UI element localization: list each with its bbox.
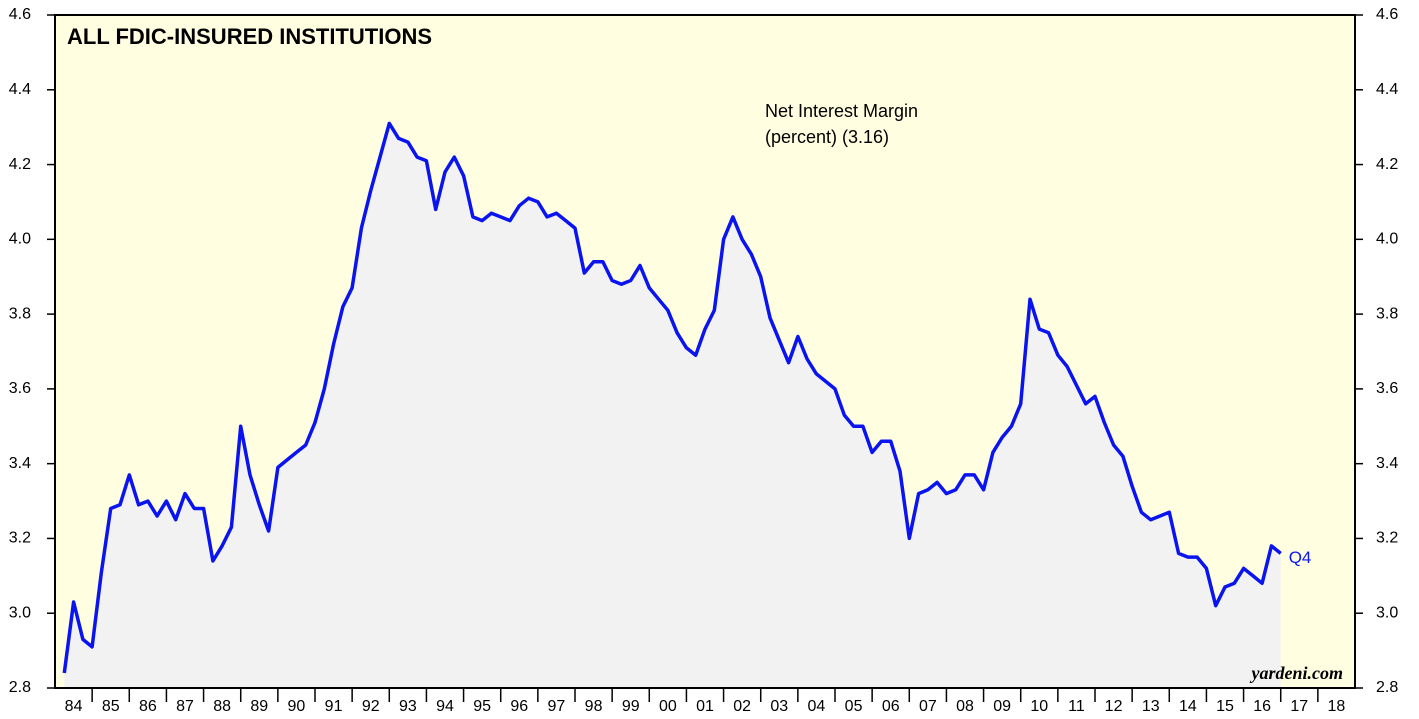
area bbox=[64, 123, 1281, 688]
end-label: Q4 bbox=[1289, 548, 1312, 567]
x-tick-label: 04 bbox=[808, 698, 826, 715]
y2-tick-label: 4.0 bbox=[1376, 231, 1398, 248]
y-tick-label: 3.6 bbox=[9, 380, 31, 397]
x-tick-label: 05 bbox=[845, 698, 863, 715]
x-tick-label: 13 bbox=[1142, 698, 1160, 715]
y2-tick-label: 4.2 bbox=[1376, 156, 1398, 173]
x-tick-label: 12 bbox=[1105, 698, 1123, 715]
x-tick-label: 96 bbox=[510, 698, 528, 715]
x-tick-label: 84 bbox=[65, 698, 83, 715]
y2-tick-label: 3.8 bbox=[1376, 305, 1398, 322]
x-tick-label: 90 bbox=[288, 698, 306, 715]
x-tick-label: 09 bbox=[993, 698, 1011, 715]
y-tick-label: 4.4 bbox=[9, 81, 31, 98]
x-tick-label: 16 bbox=[1253, 698, 1271, 715]
x-tick-label: 89 bbox=[250, 698, 268, 715]
y2-tick-label: 3.2 bbox=[1376, 530, 1398, 547]
y-tick-label: 4.6 bbox=[9, 6, 31, 23]
x-tick-label: 15 bbox=[1216, 698, 1234, 715]
x-tick-label: 17 bbox=[1290, 698, 1308, 715]
x-tick-label: 10 bbox=[1030, 698, 1048, 715]
x-tick-label: 18 bbox=[1328, 698, 1346, 715]
y-tick-label: 3.4 bbox=[9, 455, 31, 472]
x-tick-label: 03 bbox=[770, 698, 788, 715]
x-tick-label: 07 bbox=[919, 698, 937, 715]
y-tick-label: 3.0 bbox=[9, 604, 31, 621]
x-tick-label: 95 bbox=[473, 698, 491, 715]
y-tick-label: 3.8 bbox=[9, 305, 31, 322]
x-tick-label: 02 bbox=[733, 698, 751, 715]
y-tick-label: 4.2 bbox=[9, 156, 31, 173]
series-label: Net Interest Margin bbox=[765, 101, 918, 121]
plot-frame bbox=[54, 14, 1356, 689]
x-tick-label: 98 bbox=[585, 698, 603, 715]
x-tick-label: 88 bbox=[213, 698, 231, 715]
line bbox=[62, 121, 1282, 674]
x-tick-label: 86 bbox=[139, 698, 157, 715]
x-tick-label: 06 bbox=[882, 698, 900, 715]
chart-title: ALL FDIC-INSURED INSTITUTIONS bbox=[67, 24, 432, 49]
y2-tick-label: 3.6 bbox=[1376, 380, 1398, 397]
y2-tick-label: 4.6 bbox=[1376, 6, 1398, 23]
x-tick-label: 14 bbox=[1179, 698, 1197, 715]
x-tick-label: 94 bbox=[436, 698, 454, 715]
annotation: (percent) (3.16) bbox=[765, 127, 889, 147]
x-tick-label: 11 bbox=[1068, 698, 1085, 715]
y-tick-label: 3.2 bbox=[9, 530, 31, 547]
x-tick-label: 97 bbox=[548, 698, 566, 715]
y-tick-label: 4.0 bbox=[9, 231, 31, 248]
x-tick-label: 00 bbox=[659, 698, 677, 715]
y2-tick-label: 3.4 bbox=[1376, 455, 1398, 472]
x-tick-label: 01 bbox=[696, 698, 714, 715]
x-tick-label: 99 bbox=[622, 698, 640, 715]
x-tick-label: 92 bbox=[362, 698, 380, 715]
x-tick-label: 87 bbox=[176, 698, 194, 715]
x-tick-label: 85 bbox=[102, 698, 120, 715]
y-tick-label: 2.8 bbox=[9, 679, 31, 696]
x-tick-label: 08 bbox=[956, 698, 974, 715]
x-tick-label: 93 bbox=[399, 698, 417, 715]
x-tick-label: 91 bbox=[325, 698, 343, 715]
y2-tick-label: 2.8 bbox=[1376, 679, 1398, 696]
y2-tick-label: 3.0 bbox=[1376, 604, 1398, 621]
source: yardeni.com bbox=[1250, 663, 1344, 683]
y2-tick-label: 4.4 bbox=[1376, 81, 1398, 98]
